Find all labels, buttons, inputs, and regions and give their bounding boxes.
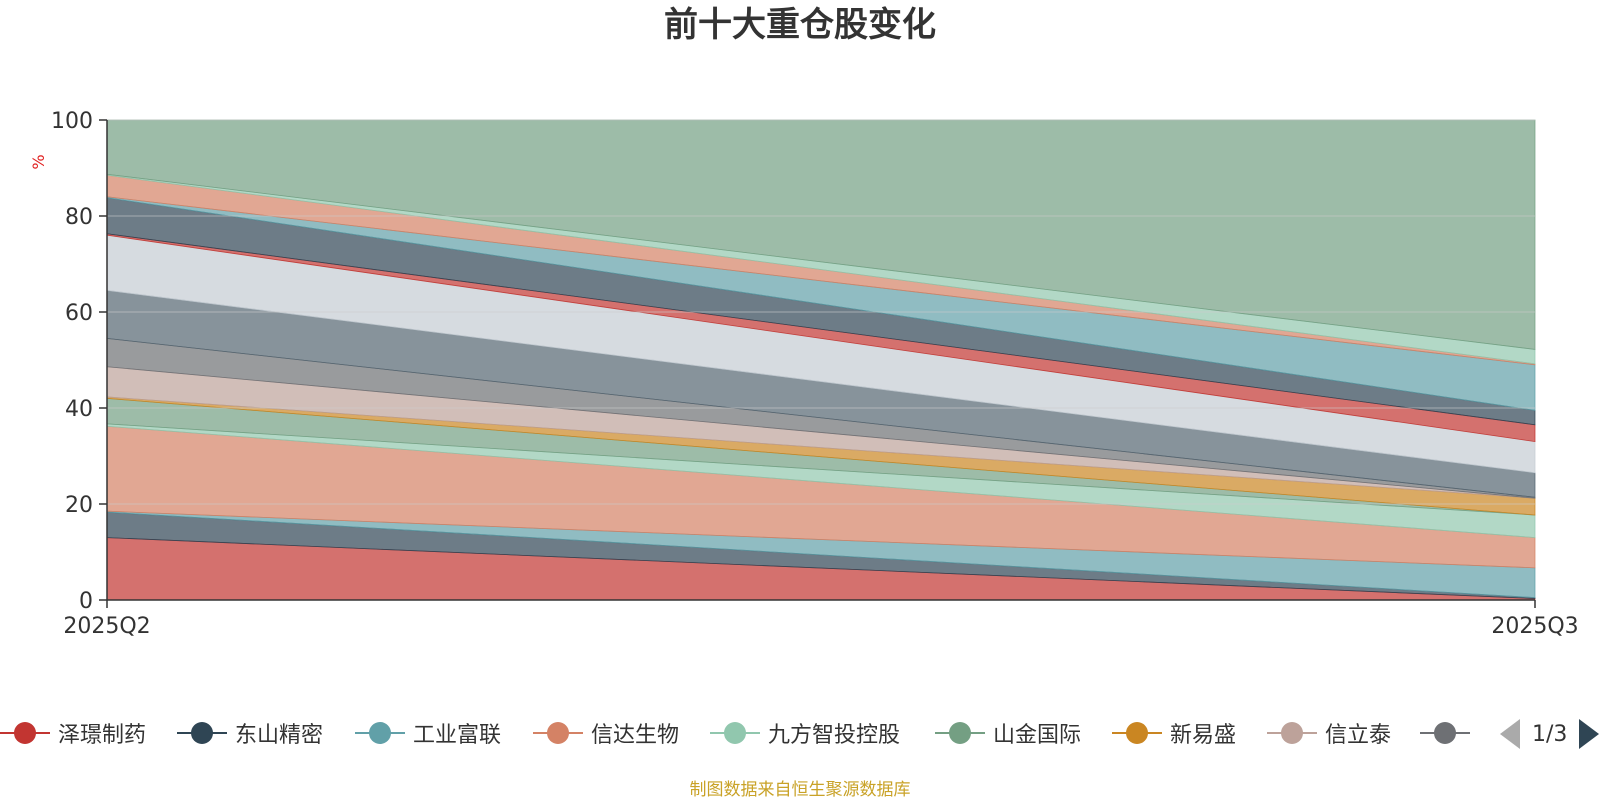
legend-marker-icon (935, 713, 985, 753)
legend-marker-icon (533, 713, 583, 753)
legend-label: 东山精密 (235, 723, 324, 748)
legend-item[interactable]: 东山精密 (177, 713, 323, 753)
areas-layer (106, 119, 1536, 601)
legend-prev-page-button[interactable] (1500, 719, 1520, 749)
legend-marker-icon (177, 713, 227, 753)
legend-next-page-button[interactable] (1579, 719, 1600, 749)
x-tick-label: 2025Q2 (63, 614, 150, 639)
legend-marker-icon (355, 713, 405, 753)
legend-item[interactable]: 信立泰 (1267, 713, 1391, 753)
legend-item[interactable]: 新易盛 (1112, 713, 1236, 753)
grid-layer (107, 119, 1535, 505)
legend-item[interactable]: 信达生物 (533, 713, 679, 753)
legend-item[interactable] (1420, 713, 1478, 753)
legend-page-indicator: 1/3 (1532, 721, 1568, 747)
legend-marker-icon (1267, 713, 1317, 753)
chart-title: 前十大重仓股变化 (664, 5, 936, 45)
y-tick-label: 100 (51, 109, 93, 134)
legend-marker-icon (710, 713, 760, 753)
y-tick-label: 40 (65, 397, 93, 422)
x-tick-label: 2025Q3 (1491, 614, 1578, 639)
source-note: 制图数据来自恒生聚源数据库 (689, 780, 911, 800)
legend-label: 信立泰 (1325, 723, 1392, 748)
stacked-area-chart: 0 20 40 60 80 100 2025Q2 2025Q3% (29, 109, 1579, 639)
legend-marker-icon (1112, 713, 1162, 753)
legend-marker-icon (1420, 713, 1470, 753)
y-axis-label: % (29, 154, 48, 169)
legend-item[interactable]: 山金国际 (935, 713, 1081, 753)
legend-label: 泽璟制药 (58, 723, 147, 748)
legend-item[interactable]: 泽璟制药 (0, 713, 146, 753)
legend-pager: 1/3 (1500, 718, 1600, 750)
legend-label: 信达生物 (591, 723, 680, 748)
y-tick-label: 20 (65, 493, 93, 518)
legend-label: 工业富联 (413, 723, 502, 748)
legend-label: 九方智投控股 (768, 723, 901, 748)
y-tick-label: 0 (79, 589, 93, 614)
legend: 泽璟制药 东山精密 工业富联 信达生物 九方智投控股 山金国际 新易盛 信立泰 (0, 713, 1480, 753)
legend-item[interactable]: 工业富联 (355, 713, 501, 753)
legend-item[interactable]: 九方智投控股 (710, 713, 900, 753)
y-tick-label: 60 (65, 301, 93, 326)
legend-marker-icon (0, 713, 50, 753)
legend-label: 山金国际 (993, 723, 1082, 748)
y-tick-label: 80 (65, 205, 93, 230)
legend-label: 新易盛 (1170, 723, 1237, 748)
axis-layer: 0 20 40 60 80 100 2025Q2 2025Q3% (29, 109, 1579, 639)
